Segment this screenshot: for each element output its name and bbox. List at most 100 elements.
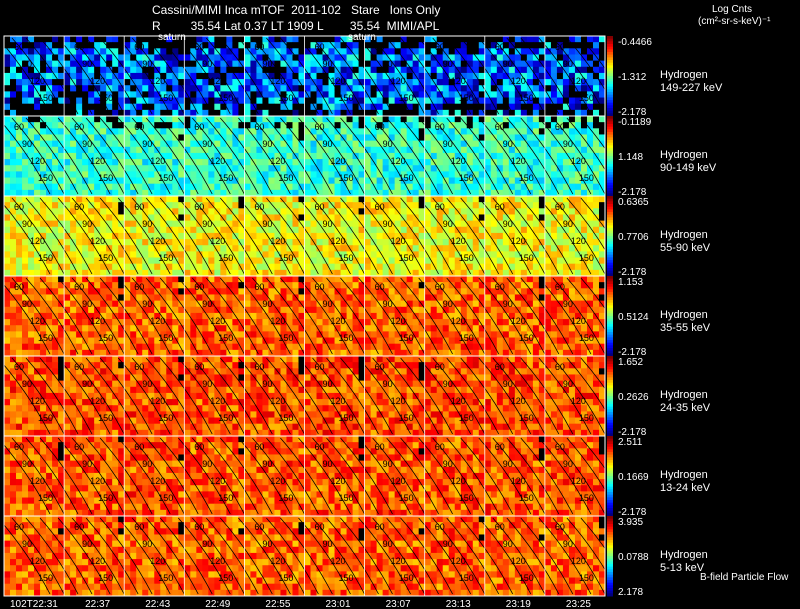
contour-line (159, 197, 213, 275)
contour-label: 120 (331, 556, 346, 566)
colorbar-segment (607, 129, 613, 133)
panel-energy-label: 90-149 keV (660, 162, 717, 174)
contour-label: 120 (511, 76, 526, 86)
contour-label: 120 (511, 556, 526, 566)
contour-label: 150 (339, 493, 354, 503)
contour-label: 120 (150, 236, 165, 246)
contour-label: 90 (563, 459, 573, 469)
colorbar-segment (607, 206, 613, 210)
contour-line (280, 517, 333, 595)
contour-line (552, 437, 606, 515)
contour-label: 120 (90, 76, 105, 86)
contour-label: 90 (262, 219, 272, 229)
contour-line (520, 437, 574, 515)
contour-line (220, 517, 273, 595)
contour-line (131, 197, 185, 275)
contour-label: 150 (519, 333, 534, 343)
panel-energy-label: 24-35 keV (660, 402, 711, 414)
contour-label: 120 (30, 396, 45, 406)
contour-line (85, 517, 139, 595)
contour-line (460, 117, 514, 195)
colorbar-segment (607, 526, 613, 530)
contour-label: 150 (98, 493, 113, 503)
contour-line (520, 277, 574, 355)
contour-label: 60 (14, 202, 24, 212)
contour-line (192, 357, 245, 435)
colorbar-min-label: -2.178 (618, 187, 647, 198)
colorbar-segment (607, 324, 613, 328)
colorbar-segment (607, 294, 613, 298)
contour-label: 150 (579, 93, 594, 103)
time-tick-label: 23:25 (566, 599, 591, 609)
contour-line (340, 117, 393, 195)
contour-line (39, 37, 93, 115)
contour-label: 60 (134, 442, 144, 452)
colorbar-segment (607, 588, 613, 592)
contour-label: 90 (202, 459, 212, 469)
contour-line (25, 117, 79, 195)
contour-label: 60 (495, 282, 505, 292)
contour-line (566, 277, 620, 355)
colorbar-segment (607, 500, 613, 504)
contour-label: 150 (519, 413, 534, 423)
colorbar-segment (607, 580, 613, 584)
contour-label: 60 (555, 202, 565, 212)
contour-label: 90 (503, 59, 513, 69)
contour-label: 150 (278, 253, 293, 263)
colorbar-segment (607, 388, 613, 392)
contour-line (492, 437, 546, 515)
colorbar-segment (607, 505, 613, 509)
contour-label: 120 (331, 76, 346, 86)
contour-label: 150 (459, 253, 474, 263)
colorbar-segment (607, 366, 613, 370)
contour-label: 120 (511, 316, 526, 326)
colorbar-segment (607, 164, 613, 168)
time-tick-label: 22:55 (265, 599, 290, 609)
colorbar-segment (607, 116, 613, 120)
contour-label: 60 (315, 282, 325, 292)
contour-label: 120 (150, 396, 165, 406)
colorbar-segment (607, 401, 613, 405)
contour-line (39, 277, 93, 355)
contour-line (206, 437, 259, 515)
time-tick-label: 23:07 (386, 599, 411, 609)
contour-label: 120 (90, 396, 105, 406)
contour-label: 60 (315, 442, 325, 452)
contour-label: 60 (495, 202, 505, 212)
colorbar-segment (607, 476, 613, 480)
contour-label: 150 (38, 253, 53, 263)
contour-label: 90 (262, 299, 272, 309)
contour-line (266, 517, 319, 595)
contour-label: 150 (98, 333, 113, 343)
contour-label: 90 (443, 139, 453, 149)
colorbar-segment (607, 57, 613, 61)
colorbar-segment (607, 574, 613, 578)
colorbar-segment (607, 310, 613, 314)
contour-line (400, 517, 453, 595)
contour-line (71, 117, 125, 195)
contour-line (25, 37, 79, 115)
colorbar-segment (607, 137, 613, 141)
colorbar-segment (607, 158, 613, 162)
contour-label: 90 (383, 539, 393, 549)
contour-label: 150 (459, 333, 474, 343)
contour-label: 60 (134, 282, 144, 292)
contour-line (326, 277, 379, 355)
contour-label: 150 (218, 93, 233, 103)
contour-line (460, 37, 514, 115)
colorbar-segment (607, 134, 613, 138)
colorbar-segment (607, 212, 613, 216)
contour-line (11, 437, 65, 515)
contour-line (400, 277, 453, 355)
contour-label: 150 (399, 573, 414, 583)
colorbar-segment (607, 390, 613, 394)
panel-energy-label: 149-227 keV (660, 82, 723, 94)
contour-label: 90 (202, 59, 212, 69)
colorbar-segment (607, 41, 613, 45)
contour-line (460, 197, 514, 275)
contour-line (400, 357, 453, 435)
contour-label: 150 (399, 173, 414, 183)
colorbar-segment (607, 489, 613, 493)
colorbar-segment (607, 414, 613, 418)
contour-line (432, 277, 486, 355)
